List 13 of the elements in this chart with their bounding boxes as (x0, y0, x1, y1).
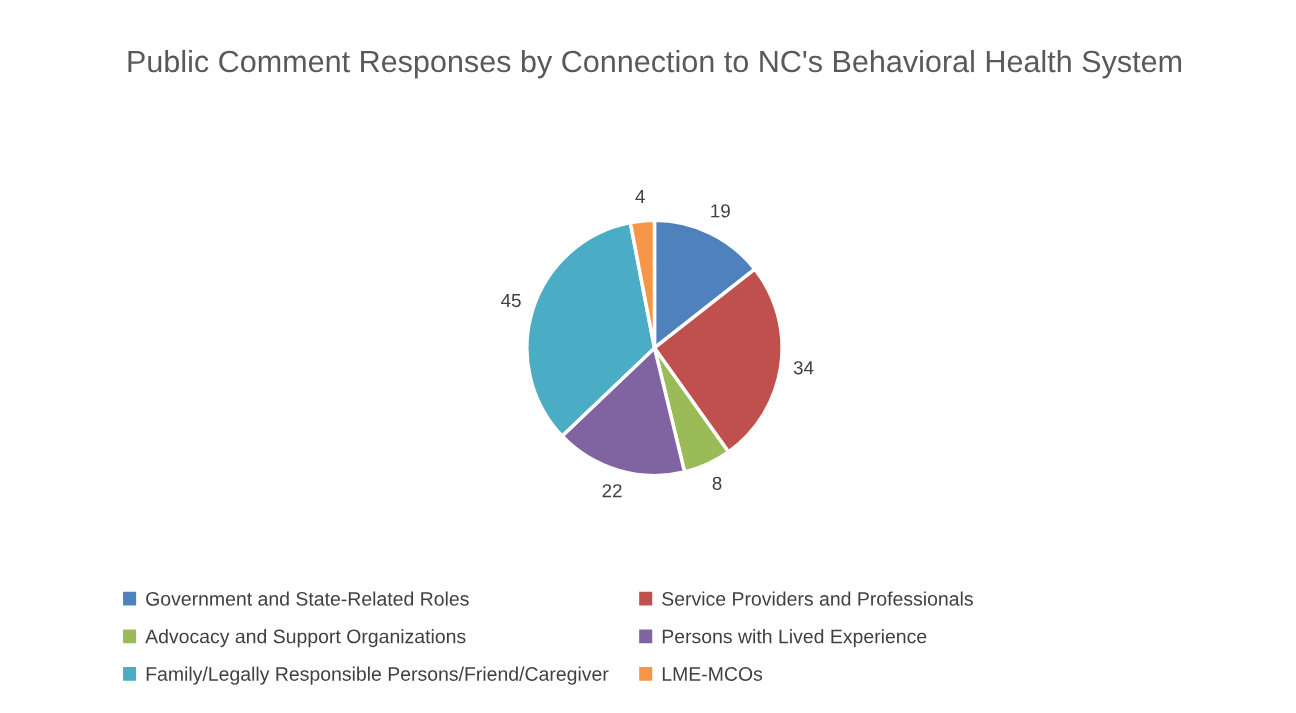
data-label: 19 (711, 204, 730, 218)
data-label: 45 (501, 294, 521, 308)
legend-label: Advocacy and Support Organizations (145, 629, 466, 648)
legend-label: Service Providers and Professionals (662, 591, 973, 606)
legend-label: Family/Legally Responsible Persons/Friend/Caregiver (146, 666, 609, 685)
data-label: 4 (635, 190, 645, 203)
chart-title: Public Comment Responses by Connection to NC's Behavioral Health System (128, 49, 1182, 79)
legend-label: Government and State-Related Roles (146, 591, 469, 606)
legend-label: Persons with Lived Experience (662, 629, 927, 648)
legend-label: LME-MCOs (662, 667, 763, 681)
data-label: 8 (712, 476, 722, 490)
data-label: 22 (602, 484, 622, 498)
data-label: 34 (793, 361, 814, 375)
